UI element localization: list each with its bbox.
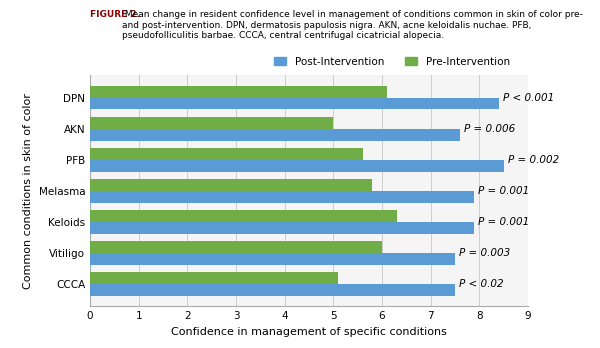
Text: P = 0.003: P = 0.003 [459, 248, 510, 258]
Bar [90, 148, 362, 160]
Bar [90, 253, 455, 265]
Bar [90, 210, 397, 222]
Text: P = 0.002: P = 0.002 [508, 155, 559, 165]
Bar [90, 241, 382, 253]
Bar [90, 179, 372, 191]
Bar [90, 117, 334, 129]
X-axis label: Confidence in management of specific conditions: Confidence in management of specific con… [171, 327, 447, 337]
Bar [90, 284, 455, 296]
Bar [90, 222, 475, 234]
Bar [90, 191, 475, 203]
Legend: Post-Intervention, Pre-Intervention: Post-Intervention, Pre-Intervention [269, 53, 514, 71]
Y-axis label: Common conditions in skin of color: Common conditions in skin of color [23, 93, 33, 289]
Bar [90, 86, 387, 98]
Text: FIGURE 2.: FIGURE 2. [90, 10, 140, 19]
Bar [90, 272, 338, 284]
Text: P = 0.006: P = 0.006 [464, 124, 515, 134]
Text: P < 0.02: P < 0.02 [459, 279, 503, 289]
Bar [90, 98, 499, 110]
Text: Mean change in resident confidence level in management of conditions common in s: Mean change in resident confidence level… [122, 10, 583, 40]
Text: P = 0.001: P = 0.001 [478, 186, 530, 196]
Bar [90, 160, 503, 172]
Text: P < 0.001: P < 0.001 [503, 93, 554, 103]
Bar [90, 129, 460, 141]
Text: P = 0.001: P = 0.001 [478, 217, 530, 227]
